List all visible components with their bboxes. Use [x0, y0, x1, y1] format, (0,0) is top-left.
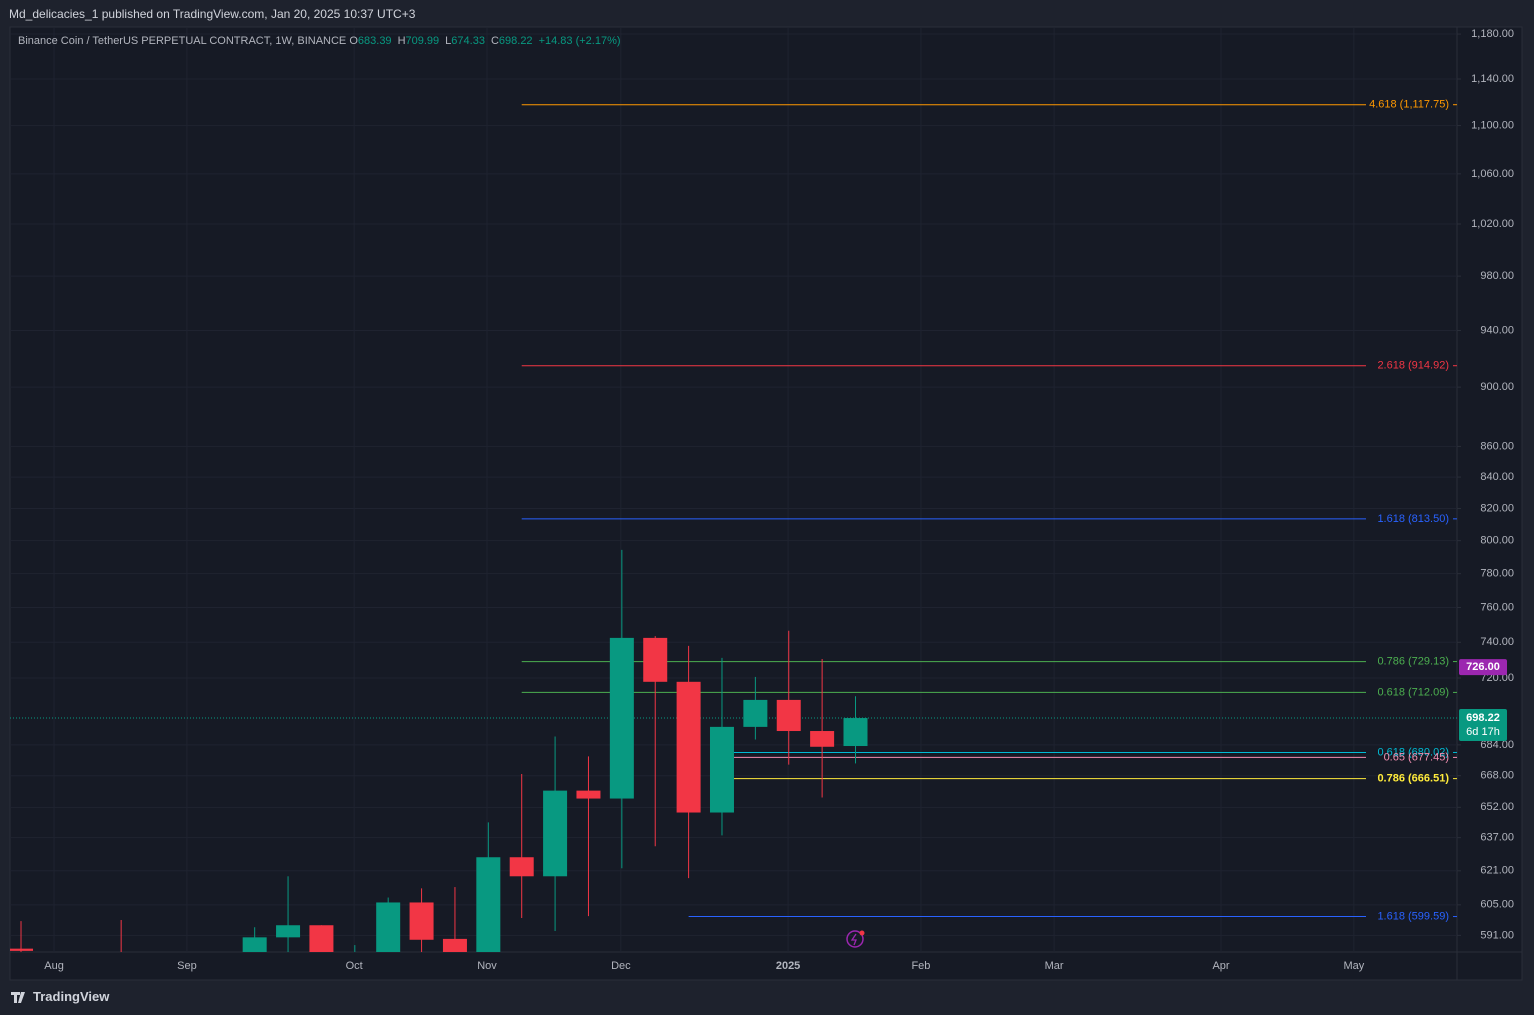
event-dot [859, 930, 865, 936]
candle-body [509, 857, 534, 877]
x-tick-label: Dec [611, 960, 631, 972]
y-tick-label: 900.00 [1480, 381, 1514, 393]
ohlc-value: 709.99 [405, 35, 440, 47]
x-tick-label: Nov [477, 960, 497, 972]
y-tick-label: 591.00 [1480, 929, 1514, 941]
x-tick-label: Oct [346, 960, 363, 972]
candle-body [576, 790, 601, 799]
event-icon-bolt [850, 933, 857, 946]
candle-body [810, 731, 835, 747]
y-tick-label: 800.00 [1480, 535, 1514, 547]
ohlc-value: 683.39 [357, 35, 392, 47]
ohlc-key: H [397, 35, 406, 47]
y-tick-label: 1,180.00 [1471, 28, 1514, 40]
candle-body [276, 925, 301, 938]
fib-label: 2.618 (914.92) [1377, 360, 1449, 372]
alert-badge [1459, 659, 1507, 676]
y-tick-label: 1,020.00 [1471, 218, 1514, 230]
countdown-label: 6d 17h [1466, 726, 1500, 738]
x-tick-label: 2025 [776, 960, 800, 972]
ohlc-key: C [490, 35, 499, 47]
alert-label: 726.00 [1466, 661, 1500, 673]
candle-body [676, 681, 701, 813]
fib-label: 0.618 (680.02) [1377, 746, 1449, 758]
candle-body [743, 699, 768, 727]
candle-body [476, 857, 501, 952]
y-tick-label: 980.00 [1480, 270, 1514, 282]
candle-body [309, 925, 334, 952]
y-tick-label: 668.00 [1480, 770, 1514, 782]
change: +14.83 (+2.17%) [538, 35, 621, 47]
brand-logo [11, 992, 25, 1003]
x-tick-label: Aug [44, 960, 64, 972]
plot-area [10, 28, 1457, 952]
candle-body [376, 902, 401, 952]
chart-panel [9, 26, 1523, 981]
candle-body [776, 699, 801, 732]
ohlc-value: 698.22 [498, 35, 533, 47]
x-tick-label: Mar [1045, 960, 1064, 972]
fib-label: 1.618 (599.59) [1377, 910, 1449, 922]
y-tick-label: 652.00 [1480, 801, 1514, 813]
ohlc-key: O [349, 35, 358, 47]
y-tick-label: 940.00 [1480, 324, 1514, 336]
y-tick-label: 760.00 [1480, 601, 1514, 613]
symbol-legend: Binance Coin / TetherUS PERPETUAL CONTRA… [18, 35, 627, 47]
x-tick-label: May [1343, 960, 1364, 972]
event-icon[interactable] [846, 930, 864, 948]
ohlc-value: 674.33 [451, 35, 485, 47]
x-tick-label: Apr [1212, 960, 1229, 972]
x-tick-label: Feb [911, 960, 930, 972]
ohlc-key: L [445, 35, 452, 47]
candle-body [543, 790, 568, 877]
candle-body [843, 718, 868, 747]
fib-label: 1.618 (813.50) [1377, 513, 1449, 525]
x-tick-label: Sep [177, 960, 197, 972]
fib-label: 0.786 (729.13) [1377, 655, 1449, 667]
y-tick-label: 820.00 [1480, 502, 1514, 514]
y-tick-label: 780.00 [1480, 568, 1514, 580]
y-tick-label: 1,100.00 [1471, 119, 1514, 131]
ohlc-values: O683.39 H709.99 L674.33 C698.22 [349, 35, 538, 47]
y-tick-label: 1,140.00 [1471, 73, 1514, 85]
fib-label: 0.618 (712.09) [1377, 686, 1449, 698]
symbol-name: Binance Coin / TetherUS PERPETUAL CONTRA… [18, 35, 347, 47]
y-tick-label: 740.00 [1480, 636, 1514, 648]
candle-body [409, 902, 434, 940]
fib-label: 4.618 (1,117.75) [1369, 99, 1449, 111]
y-tick-label: 605.00 [1480, 899, 1514, 911]
y-tick-label: 840.00 [1480, 471, 1514, 483]
price-badge [1459, 709, 1507, 742]
price-label: 698.22 [1466, 712, 1500, 724]
y-tick-label: 621.00 [1480, 865, 1514, 877]
candle-body [643, 637, 668, 682]
brand-name: TradingView [33, 989, 110, 1004]
candle-body [609, 637, 634, 799]
candle-body [242, 937, 267, 952]
fib-label: 0.65 (677.45) [1384, 751, 1449, 763]
y-tick-label: 860.00 [1480, 440, 1514, 452]
candle-body [442, 938, 467, 952]
publisher-line: Md_delicacies_1 published on TradingView… [9, 7, 416, 21]
candle-body [10, 948, 34, 951]
y-tick-label: 684.00 [1480, 739, 1514, 751]
y-tick-label: 1,060.00 [1471, 168, 1514, 180]
candle-body [709, 726, 734, 813]
y-tick-label: 637.00 [1480, 832, 1514, 844]
fib-label: 0.786 (666.51) [1377, 773, 1449, 785]
